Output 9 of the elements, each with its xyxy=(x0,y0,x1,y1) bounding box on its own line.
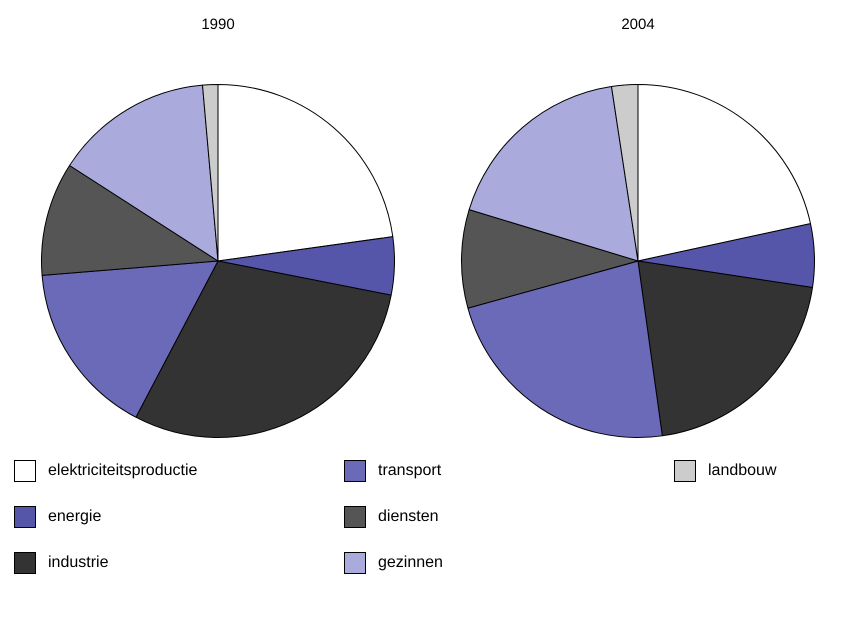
chart-title: 2004 xyxy=(621,16,655,34)
legend-label: landbouw xyxy=(708,462,776,480)
legend-label: transport xyxy=(378,462,442,480)
legend-label: elektriciteitsproductie xyxy=(48,462,198,480)
legend-label: industrie xyxy=(48,554,108,572)
legend-label: diensten xyxy=(378,508,438,526)
legend-label: energie xyxy=(48,508,102,526)
chart-title: 1990 xyxy=(201,16,235,34)
legend-label: gezinnen xyxy=(378,554,443,572)
